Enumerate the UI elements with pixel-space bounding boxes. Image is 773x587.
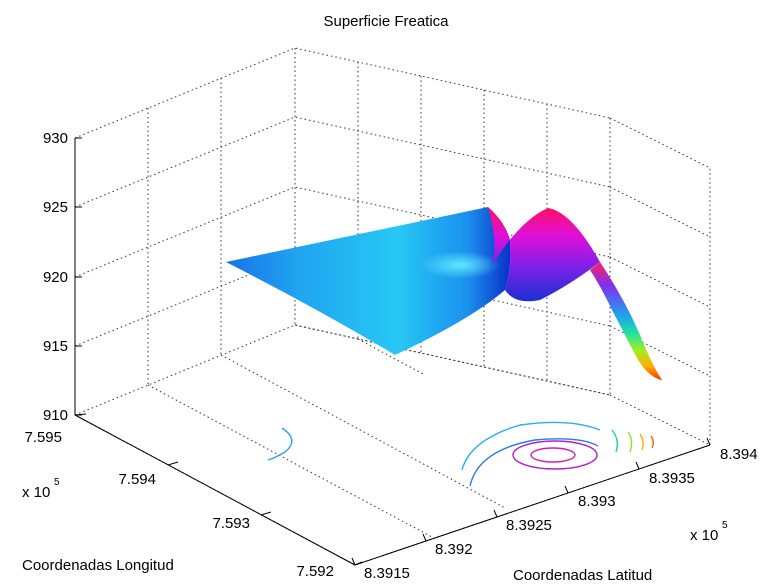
axes xyxy=(74,137,711,566)
surface xyxy=(226,207,662,380)
x-axis-multiplier: x 10 xyxy=(690,527,718,544)
contour-red xyxy=(650,435,654,449)
contour-magenta-inner xyxy=(530,447,576,463)
surface-main xyxy=(226,207,511,355)
y-tick-label: 7.592 xyxy=(296,563,334,580)
x-tick-label: 8.393 xyxy=(578,493,616,510)
y-axis-multiplier: x 10 xyxy=(22,484,50,501)
y-axis-multiplier-exponent: 5 xyxy=(54,477,60,488)
z-tick-label: 925 xyxy=(43,199,68,216)
contour-green xyxy=(611,429,619,453)
contour-outer xyxy=(461,421,601,471)
x-axis-line xyxy=(354,444,711,566)
x-tick-label: 8.394 xyxy=(720,446,758,463)
contour-left xyxy=(267,427,293,461)
x-tick-label: 8.392 xyxy=(435,541,473,558)
floor-contours xyxy=(267,421,654,487)
y-tick-label: 7.593 xyxy=(212,515,250,532)
surface-drop xyxy=(590,262,662,380)
x-axis-label: Coordenadas Latitud xyxy=(513,567,652,584)
y-tick-label: 7.595 xyxy=(24,429,62,446)
contour-blue xyxy=(469,438,599,487)
z-tick-labels: 930 925 920 915 910 xyxy=(43,130,68,424)
x-tick-label: 8.3925 xyxy=(506,517,552,534)
z-tick-label: 920 xyxy=(43,269,68,286)
z-tick-label: 915 xyxy=(43,338,68,355)
x-tick-label: 8.3935 xyxy=(649,470,695,487)
x-tick-labels: 8.3915 8.392 8.3925 8.393 8.3935 8.394 xyxy=(364,446,758,582)
surface-highlight xyxy=(420,251,500,279)
contour-magenta-outer xyxy=(512,440,598,470)
y-tick-labels: 7.595 7.594 7.593 7.592 xyxy=(24,429,334,580)
chart-title: Superficie Freatica xyxy=(323,13,449,30)
contour-orange xyxy=(639,433,644,451)
contour-yellowgreen xyxy=(627,431,633,453)
y-axis-line xyxy=(74,414,356,566)
x-axis-multiplier-exponent: 5 xyxy=(722,520,728,531)
y-axis-label: Coordenadas Longitud xyxy=(22,557,174,574)
surface-peak xyxy=(488,207,600,302)
z-tick-label: 910 xyxy=(43,407,68,424)
x-tick-label: 8.3915 xyxy=(364,565,410,582)
y-tick-label: 7.594 xyxy=(118,471,156,488)
z-tick-label: 930 xyxy=(43,130,68,147)
